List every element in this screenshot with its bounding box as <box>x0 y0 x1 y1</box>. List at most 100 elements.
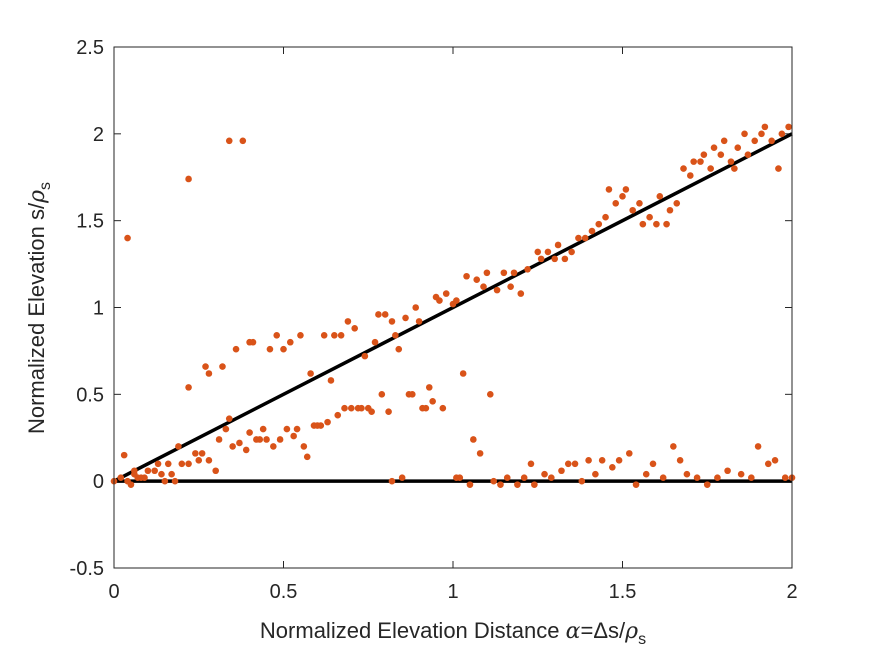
data-point <box>551 255 558 263</box>
data-point <box>510 269 518 277</box>
data-point <box>409 391 416 398</box>
data-point <box>558 467 565 475</box>
data-point <box>398 474 406 481</box>
data-point <box>588 227 596 235</box>
data-point <box>378 391 386 398</box>
data-point <box>266 345 274 353</box>
data-point <box>402 314 409 322</box>
data-point <box>751 137 759 145</box>
data-point <box>120 451 128 459</box>
data-point <box>544 248 552 256</box>
data-point <box>371 338 379 346</box>
data-point <box>381 311 389 318</box>
data-point <box>215 436 223 443</box>
data-point <box>158 470 165 478</box>
x-axis-label-rho: ρ <box>624 619 638 644</box>
data-point <box>124 234 131 242</box>
data-point <box>592 470 599 478</box>
data-point <box>781 474 789 481</box>
data-point <box>300 443 308 450</box>
data-point <box>541 470 548 478</box>
data-point <box>673 200 681 207</box>
data-point <box>195 457 203 464</box>
data-point <box>503 474 511 481</box>
data-point <box>192 450 199 457</box>
data-point <box>548 474 555 481</box>
data-point <box>748 474 755 481</box>
data-point <box>242 446 250 454</box>
data-point <box>185 175 192 183</box>
data-point <box>348 404 355 412</box>
data-point <box>612 200 620 207</box>
data-point <box>246 429 253 436</box>
data-point <box>609 463 616 471</box>
data-point <box>236 439 243 447</box>
data-point <box>737 470 745 478</box>
data-point <box>141 474 148 481</box>
data-point <box>317 422 325 429</box>
tick-labels: 0 0.5 1 1.5 2-0.500.511.522.5 <box>70 37 798 603</box>
data-point <box>358 404 365 412</box>
data-point <box>656 193 664 200</box>
data-point <box>161 477 169 485</box>
data-point <box>531 481 538 488</box>
data-point <box>734 144 742 152</box>
data-point <box>324 418 331 426</box>
data-point <box>564 460 572 468</box>
data-point <box>683 470 691 478</box>
data-point <box>490 477 497 485</box>
data-point <box>653 220 660 228</box>
x-tick-label: 0.5 <box>270 581 298 603</box>
data-point <box>453 297 460 304</box>
data-point <box>602 213 609 221</box>
y-tick-label: 2 <box>93 124 104 146</box>
data-point <box>554 241 562 249</box>
data-point <box>642 470 650 478</box>
data-point <box>127 481 135 488</box>
data-point <box>415 318 423 325</box>
data-point <box>636 200 643 207</box>
data-point <box>388 477 396 485</box>
data-point <box>442 290 450 297</box>
data-point <box>727 158 735 165</box>
data-point <box>459 370 467 377</box>
y-axis-label-subscript: s <box>37 182 54 190</box>
data-point <box>392 331 399 339</box>
data-point <box>619 193 626 200</box>
data-point <box>520 474 528 481</box>
y-tick-label: 1 <box>93 298 104 320</box>
axes-box <box>113 46 793 569</box>
data-point <box>758 130 765 138</box>
data-point <box>524 265 531 273</box>
data-points <box>110 123 796 488</box>
data-point <box>497 481 504 488</box>
data-point <box>429 397 436 405</box>
data-point <box>500 269 508 277</box>
data-point <box>225 415 233 422</box>
data-point <box>205 457 213 464</box>
data-point <box>239 137 247 145</box>
x-tick-label: 0 <box>108 581 119 603</box>
x-tick-label: 1 <box>447 581 458 603</box>
data-point <box>561 255 569 263</box>
data-point <box>537 255 545 263</box>
data-point <box>598 457 606 464</box>
data-point <box>263 436 270 443</box>
data-point <box>280 345 287 353</box>
data-point <box>720 137 728 145</box>
data-point <box>185 460 192 468</box>
data-point <box>259 425 267 433</box>
data-point <box>507 283 514 290</box>
data-point <box>629 206 636 214</box>
reference-lines <box>113 132 793 483</box>
data-point <box>185 384 192 391</box>
data-point <box>463 272 470 280</box>
data-point <box>707 165 714 172</box>
data-point <box>625 450 633 457</box>
data-point <box>361 352 369 360</box>
data-point <box>676 457 684 464</box>
x-tick-label: 1.5 <box>609 581 637 603</box>
data-point <box>436 297 443 304</box>
data-point <box>670 443 677 450</box>
data-point <box>754 443 762 450</box>
